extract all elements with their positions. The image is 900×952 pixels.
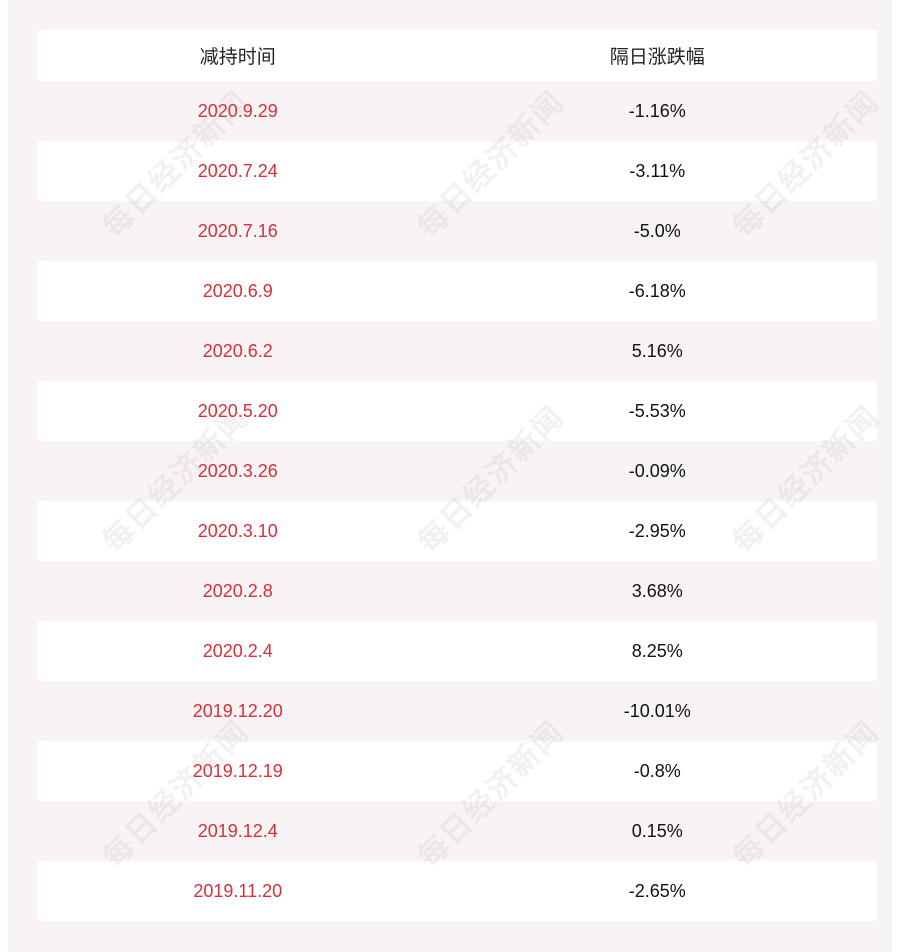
- row-date: 2020.6.9: [202, 280, 273, 301]
- table-row: 2020.3.26 -0.09%: [38, 441, 877, 501]
- row-change: -2.65%: [628, 880, 686, 901]
- table-row: 2020.5.20 -5.53%: [38, 381, 877, 441]
- table-row: 2020.9.29 -1.16%: [38, 81, 877, 141]
- row-change: -1.16%: [628, 100, 686, 121]
- row-date: 2019.12.19: [192, 760, 283, 781]
- row-change: -0.8%: [633, 760, 681, 781]
- table-row: 2019.12.20 -10.01%: [38, 681, 877, 741]
- row-change: -6.18%: [628, 280, 686, 301]
- row-change: -5.0%: [633, 220, 681, 241]
- row-date: 2020.2.8: [202, 580, 273, 601]
- table-header: 减持时间 隔日涨跌幅: [38, 30, 877, 81]
- data-table: 减持时间 隔日涨跌幅 2020.9.29 -1.16% 2020.7.24 -3.11…: [38, 30, 877, 921]
- row-date: 2020.5.20: [197, 400, 278, 421]
- header-date: 减持时间: [199, 47, 276, 68]
- row-change: -0.09%: [628, 460, 686, 481]
- row-date: 2020.9.29: [197, 100, 278, 121]
- row-change: -3.11%: [629, 160, 686, 181]
- row-change: -5.53%: [628, 400, 686, 421]
- row-date: 2019.12.20: [192, 700, 283, 721]
- row-change: 0.15%: [631, 820, 683, 841]
- row-change: -10.01%: [623, 700, 691, 721]
- row-date: 2019.12.4: [197, 820, 278, 841]
- table-row: 2020.2.4 8.25%: [38, 621, 877, 681]
- row-change: 3.68%: [631, 580, 683, 601]
- table-row: 2020.6.9 -6.18%: [38, 261, 877, 321]
- table-row: 2020.6.2 5.16%: [38, 321, 877, 381]
- row-change: 5.16%: [631, 340, 683, 361]
- row-date: 2020.2.4: [202, 640, 273, 661]
- table-row: 2020.7.24 -3.11%: [38, 141, 877, 201]
- table-row: 2020.7.16 -5.0%: [38, 201, 877, 261]
- row-date: 2020.7.16: [197, 220, 278, 241]
- row-date: 2020.3.26: [197, 460, 278, 481]
- table-body: 2020.9.29 -1.16% 2020.7.24 -3.11% 2020.7.16 -…: [38, 81, 877, 921]
- table-row: 2019.12.19 -0.8%: [38, 741, 877, 801]
- row-date: 2020.7.24: [197, 160, 278, 181]
- table-row: 2019.11.20 -2.65%: [38, 861, 877, 921]
- row-date: 2020.3.10: [197, 520, 278, 541]
- page: 减持时间 隔日涨跌幅 2020.9.29 -1.16% 2020.7.24 -3.11…: [8, 0, 892, 952]
- table-row: 2019.12.4 0.15%: [38, 801, 877, 861]
- header-change: 隔日涨跌幅: [609, 47, 705, 68]
- table-row: 2020.2.8 3.68%: [38, 561, 877, 621]
- row-date: 2020.6.2: [202, 340, 273, 361]
- table-row: 2020.3.10 -2.95%: [38, 501, 877, 561]
- row-date: 2019.11.20: [193, 880, 283, 901]
- row-change: -2.95%: [628, 520, 686, 541]
- row-change: 8.25%: [631, 640, 683, 661]
